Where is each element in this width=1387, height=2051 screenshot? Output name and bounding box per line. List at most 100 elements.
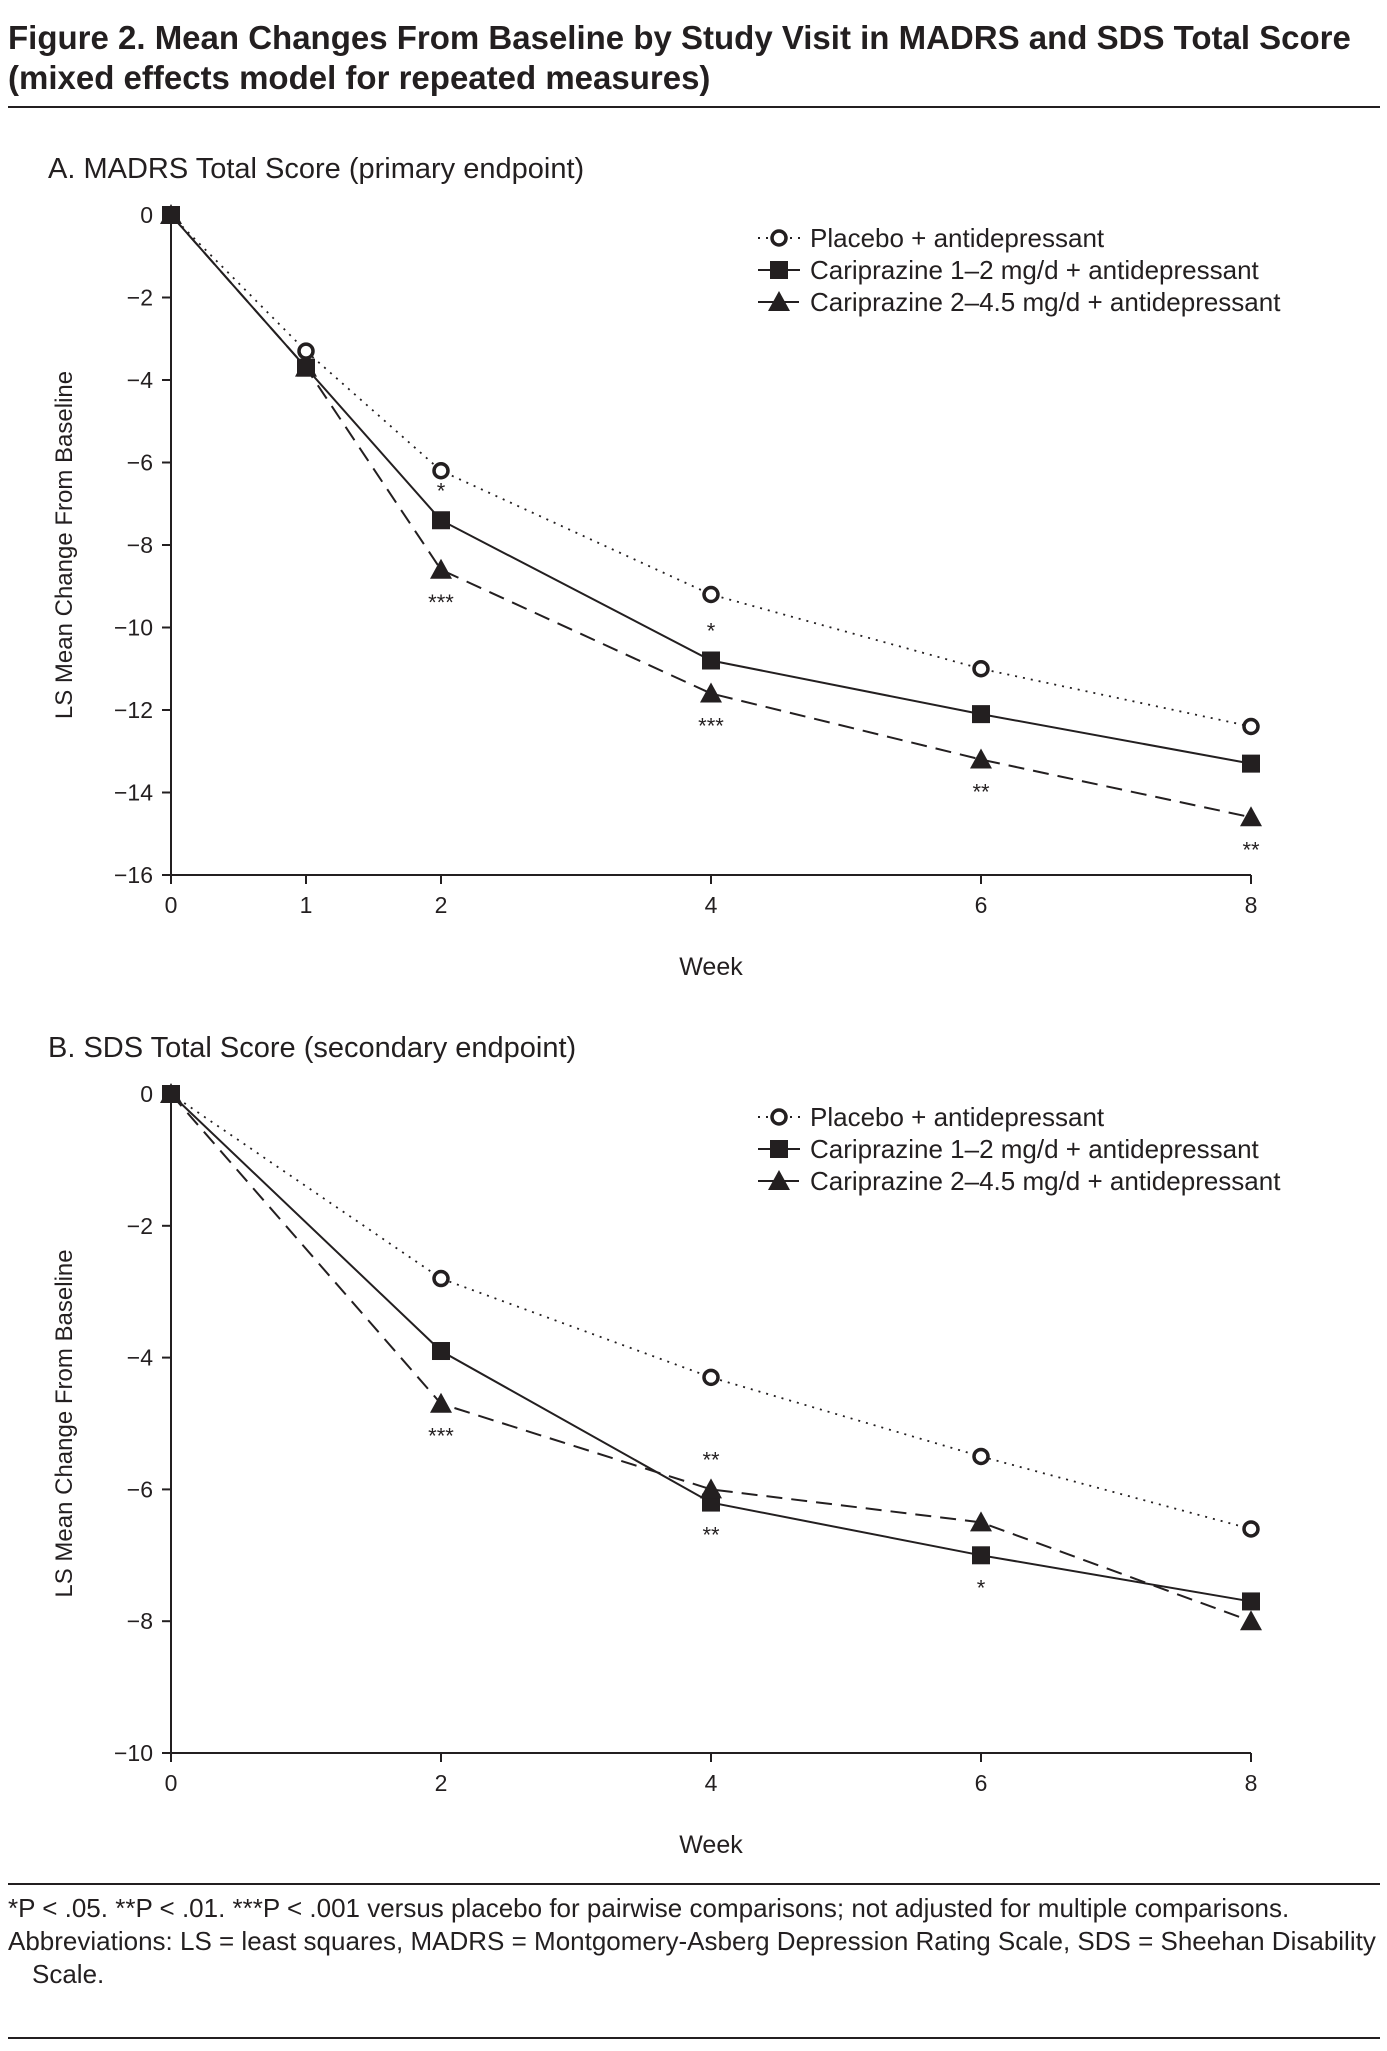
y-tick-label: 0 (140, 1081, 153, 1107)
significance-marker: * (707, 619, 716, 644)
x-axis-label: Week (679, 953, 743, 981)
significance-marker: * (437, 478, 446, 503)
triangle-marker (700, 682, 722, 703)
significance-footnote: *P < .05. **P < .01. ***P < .001 versus … (8, 1893, 1290, 1923)
square-marker (432, 1342, 450, 1361)
footnote-rule (8, 1883, 1380, 1885)
figure-title: Figure 2. Mean Changes From Baseline by … (8, 19, 1351, 96)
y-tick-label: −2 (127, 285, 153, 311)
x-tick-label: 4 (705, 1770, 718, 1796)
significance-marker: * (977, 1575, 986, 1600)
legend-item: Cariprazine 1–2 mg/d + antidepressant (758, 255, 1260, 285)
circle-marker (702, 1368, 720, 1387)
x-tick-label: 0 (165, 1770, 178, 1796)
significance-marker: *** (428, 590, 454, 615)
legend-label: Cariprazine 1–2 mg/d + antidepressant (810, 1134, 1260, 1164)
x-tick-label: 1 (300, 892, 313, 918)
title-rule (8, 106, 1380, 108)
legend-item: Cariprazine 1–2 mg/d + antidepressant (758, 1134, 1260, 1164)
y-tick-label: −6 (127, 450, 153, 476)
y-tick-label: −4 (127, 367, 153, 393)
y-tick-label: −10 (114, 1740, 153, 1766)
y-tick-label: −12 (114, 697, 153, 723)
legend-item: Placebo + antidepressant (758, 223, 1105, 253)
bottom-rule (8, 2037, 1380, 2039)
circle-marker (1242, 717, 1260, 736)
y-axis-label: LS Mean Change From Baseline (51, 1249, 78, 1597)
legend-label: Cariprazine 1–2 mg/d + antidepressant (810, 255, 1260, 285)
x-tick-label: 6 (975, 892, 988, 918)
circle-marker (297, 342, 315, 360)
y-tick-label: −10 (114, 615, 153, 641)
x-tick-label: 0 (165, 892, 178, 918)
footnotes: *P < .05. **P < .01. ***P < .001 versus … (8, 1892, 1378, 1991)
square-marker (432, 511, 450, 530)
triangle-marker (768, 1170, 790, 1190)
x-tick-label: 6 (975, 1770, 988, 1796)
triangle-marker (295, 356, 317, 377)
significance-marker: ** (702, 1523, 720, 1548)
circle-marker (432, 462, 450, 480)
legend-label: Placebo + antidepressant (810, 223, 1105, 253)
y-tick-label: 0 (140, 202, 153, 228)
triangle-marker (970, 1511, 992, 1532)
circle-marker (770, 229, 788, 247)
x-tick-label: 4 (705, 892, 718, 918)
y-axis-label: LS Mean Change From Baseline (51, 371, 78, 719)
y-tick-label: −4 (127, 1345, 153, 1371)
triangle-marker (160, 204, 182, 224)
x-tick-label: 8 (1245, 892, 1258, 918)
y-tick-label: −8 (127, 532, 153, 558)
triangle-marker (430, 558, 452, 579)
series-3 (160, 1083, 1262, 1631)
square-marker (1242, 754, 1260, 773)
triangle-marker (768, 291, 790, 311)
significance-marker: *** (428, 1424, 454, 1449)
legend-label: Placebo + antidepressant (810, 1102, 1105, 1132)
abbreviations-footnote: Abbreviations: LS = least squares, MADRS… (8, 1926, 1376, 1989)
series-line (170, 214, 1252, 765)
chart-panel-a: A. MADRS Total Score (primary endpoint) 0… (48, 153, 1281, 981)
chart-panel-b: B. SDS Total Score (secondary endpoint) 0… (48, 1032, 1281, 1859)
triangle-marker (430, 1392, 452, 1413)
square-marker (702, 651, 720, 670)
square-marker (972, 705, 990, 724)
y-tick-label: −6 (127, 1476, 153, 1502)
circle-marker (1242, 1520, 1260, 1538)
circle-marker (702, 585, 720, 604)
series-3 (160, 204, 1262, 827)
square-marker (770, 1140, 788, 1158)
triangle-marker (1240, 1610, 1262, 1631)
x-tick-label: 2 (435, 1770, 448, 1796)
triangle-marker (160, 1083, 182, 1103)
series-line (170, 1093, 1252, 1623)
y-tick-label: −16 (114, 862, 153, 888)
legend-item: Placebo + antidepressant (758, 1102, 1105, 1132)
circle-marker (972, 660, 990, 678)
significance-marker: ** (702, 1447, 720, 1472)
series-line (170, 214, 1252, 728)
x-tick-label: 2 (435, 892, 448, 918)
circle-marker (432, 1269, 450, 1288)
triangle-marker (1240, 806, 1262, 827)
triangle-marker (970, 748, 992, 769)
legend-label: Cariprazine 2–4.5 mg/d + antidepressant (810, 287, 1281, 317)
panel-title: A. MADRS Total Score (primary endpoint) (48, 153, 584, 185)
y-tick-label: −8 (127, 1608, 153, 1634)
square-marker (770, 261, 788, 279)
legend-item: Cariprazine 2–4.5 mg/d + antidepressant (758, 287, 1281, 317)
x-axis-label: Week (679, 1831, 743, 1859)
y-tick-label: −14 (114, 780, 153, 806)
legend-item: Cariprazine 2–4.5 mg/d + antidepressant (758, 1166, 1281, 1196)
triangle-marker (700, 1478, 722, 1499)
square-marker (972, 1546, 990, 1565)
panel-title: B. SDS Total Score (secondary endpoint) (48, 1032, 576, 1064)
y-tick-label: −2 (127, 1213, 153, 1239)
legend-label: Cariprazine 2–4.5 mg/d + antidepressant (810, 1166, 1281, 1196)
circle-marker (770, 1108, 788, 1126)
significance-marker: ** (972, 780, 990, 805)
square-marker (1242, 1592, 1260, 1611)
significance-marker: *** (698, 714, 724, 739)
significance-marker: ** (1242, 837, 1260, 862)
